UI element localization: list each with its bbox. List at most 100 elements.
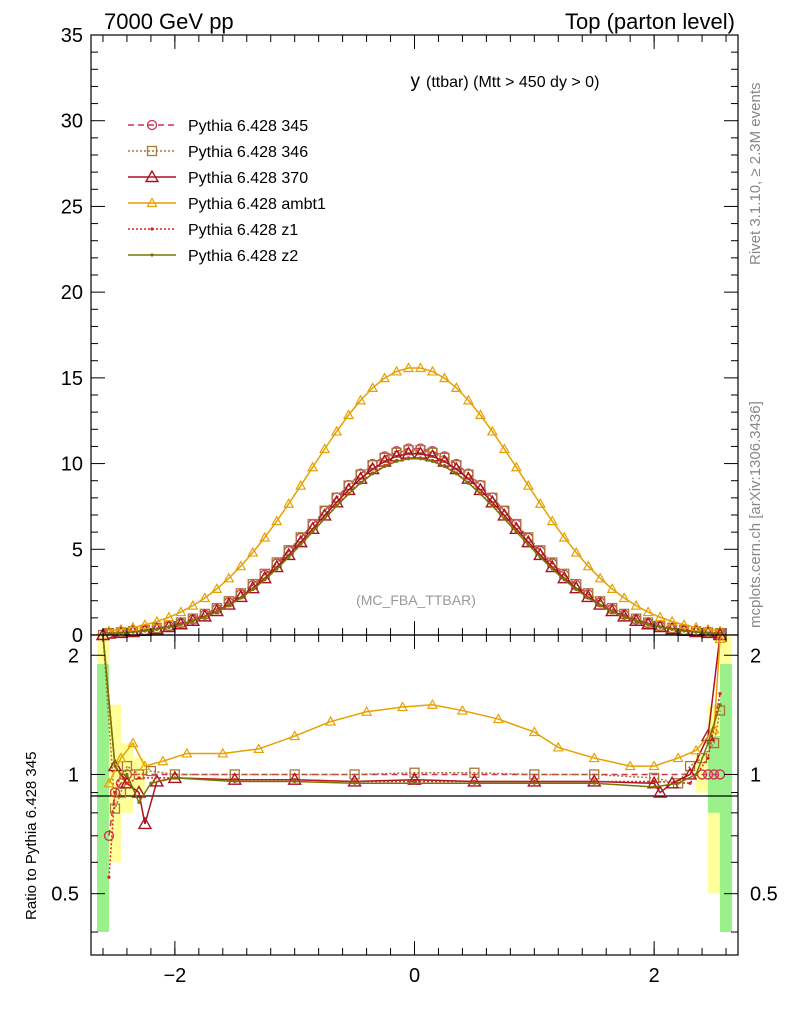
- series-marker: [289, 730, 301, 741]
- series-marker: [534, 498, 546, 508]
- series-marker: [343, 409, 355, 420]
- series-marker: [179, 622, 183, 627]
- series-marker: [137, 816, 153, 830]
- series-marker: [574, 587, 578, 592]
- series-marker: [450, 382, 462, 393]
- series-marker: [263, 578, 267, 582]
- series-marker: [474, 409, 486, 420]
- series-marker: [427, 447, 438, 458]
- series-marker: [570, 546, 582, 557]
- ratio-y-tick-label: 2: [68, 645, 79, 667]
- series-marker: [718, 692, 722, 696]
- legend-entry: Pythia 6.428 345: [128, 118, 308, 135]
- series-marker: [113, 764, 117, 768]
- series-marker: [203, 615, 207, 619]
- series-marker: [550, 567, 554, 571]
- series-marker: [438, 372, 450, 383]
- series-marker: [588, 752, 600, 763]
- series-marker: [299, 543, 303, 547]
- series-marker: [125, 781, 129, 785]
- main-series-lines: [101, 362, 728, 639]
- series-marker: [426, 699, 438, 709]
- legend-label: Pythia 6.428 z1: [188, 222, 298, 239]
- series-marker: [379, 372, 391, 383]
- series-marker: [139, 619, 151, 629]
- series-marker: [658, 625, 662, 629]
- ratio-series-ambt1: [103, 633, 726, 788]
- legend-entry: Pythia 6.428 370: [128, 169, 308, 187]
- series-marker: [546, 515, 558, 526]
- series-marker: [412, 781, 417, 785]
- series-marker: [532, 781, 536, 785]
- series-marker: [456, 704, 468, 715]
- series-marker: [718, 703, 722, 707]
- ratio-series-z2: [101, 633, 722, 805]
- header-right: Top (parton level): [565, 9, 735, 34]
- series-marker: [648, 760, 660, 771]
- series-marker: [323, 517, 327, 521]
- series-marker: [510, 461, 522, 472]
- series-marker: [358, 481, 363, 485]
- series-marker: [706, 756, 710, 760]
- x-tick-label: 2: [649, 965, 660, 987]
- series-marker: [552, 741, 564, 752]
- series-marker: [694, 772, 698, 777]
- ratio-frame: [90, 634, 739, 956]
- legend-label: Pythia 6.428 z2: [188, 248, 298, 265]
- series-marker: [125, 772, 129, 777]
- series-marker: [396, 701, 409, 712]
- series-marker: [103, 830, 115, 841]
- series-marker: [127, 737, 139, 748]
- series-marker: [146, 145, 158, 157]
- series-marker: [157, 755, 169, 766]
- series-marker: [502, 517, 506, 521]
- series-marker: [694, 630, 698, 634]
- series-marker: [150, 227, 154, 231]
- ratio-panel: 0.5 0.5 1 1 2 2 Ratio to Pythia 6.428 345: [23, 627, 778, 956]
- series-marker: [454, 472, 459, 476]
- series-marker: [275, 567, 279, 571]
- series-marker: [175, 606, 187, 617]
- series-marker: [586, 596, 590, 600]
- series-marker: [199, 592, 211, 603]
- series-marker: [486, 425, 498, 436]
- y-tick-label: 25: [61, 196, 83, 218]
- series-marker: [107, 631, 111, 636]
- ratio-ylabel: Ratio to Pythia 6.428 345: [23, 752, 40, 920]
- uncertainty-band: [96, 664, 109, 933]
- series-marker: [678, 619, 690, 629]
- y-tick-label: 35: [61, 25, 83, 47]
- ratio-axis-ticks: 0.5 0.5 1 1 2 2: [51, 645, 778, 933]
- series-marker: [466, 481, 471, 485]
- series-marker: [347, 492, 351, 496]
- series-marker: [589, 769, 600, 780]
- series-marker: [522, 479, 534, 490]
- series-marker: [103, 777, 115, 788]
- ratio-y-tick-label-right: 0.5: [750, 884, 778, 906]
- series-marker: [137, 776, 141, 780]
- series-marker: [163, 611, 175, 622]
- series-marker: [610, 610, 614, 614]
- main-axis-ticks: 0 5 10 15 20 25 30 35: [61, 25, 738, 647]
- series-marker: [251, 587, 255, 592]
- series-marker: [630, 599, 642, 610]
- series-marker: [187, 599, 199, 610]
- series-marker: [634, 619, 638, 623]
- series-marker: [349, 769, 360, 780]
- series-marker: [121, 760, 133, 772]
- series-marker: [394, 459, 399, 463]
- series-marker: [331, 425, 343, 436]
- series-marker: [119, 772, 123, 777]
- side-text-rivet: Rivet 3.1.10, ≥ 2.3M events: [747, 83, 764, 266]
- series-marker: [227, 603, 231, 608]
- series-marker: [215, 610, 219, 614]
- series-marker: [624, 760, 636, 771]
- ratio-line: [108, 638, 721, 784]
- series-marker: [708, 769, 720, 780]
- series-marker: [391, 365, 403, 376]
- x-tick-label: −2: [163, 965, 186, 987]
- series-marker: [155, 627, 159, 631]
- series-marker: [247, 546, 259, 557]
- ratio-y-tick-label-right: 2: [750, 645, 761, 667]
- series-marker: [702, 769, 714, 780]
